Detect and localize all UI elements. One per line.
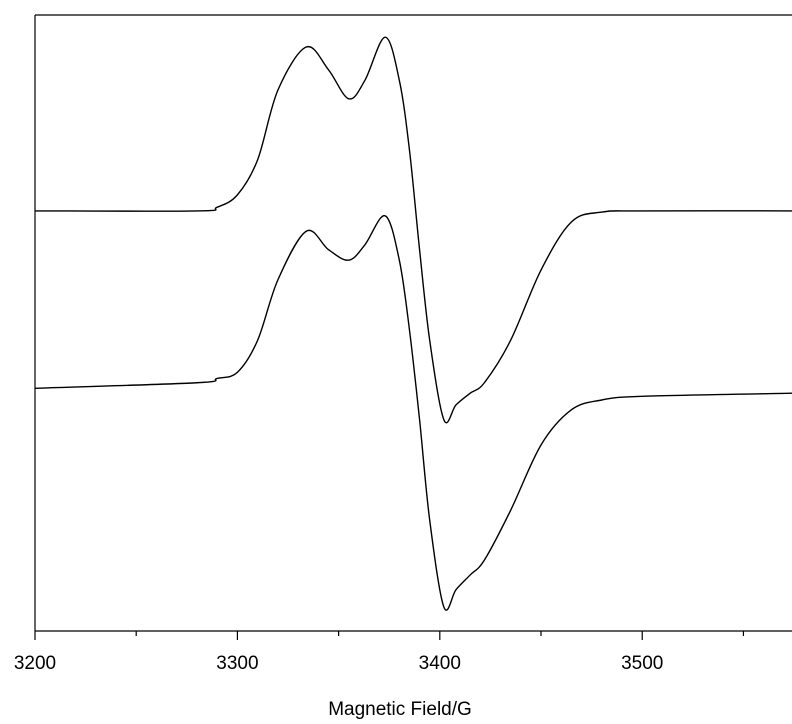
x-tick-label: 3500 — [621, 653, 663, 674]
x-tick-label: 3300 — [216, 653, 258, 674]
spectrum-line — [34, 215, 792, 611]
x-tick-label: 3200 — [14, 653, 56, 674]
spectrum-line — [34, 36, 792, 424]
x-axis-label: Magnetic Field/G — [328, 699, 472, 720]
x-tick-label: 3400 — [419, 653, 461, 674]
